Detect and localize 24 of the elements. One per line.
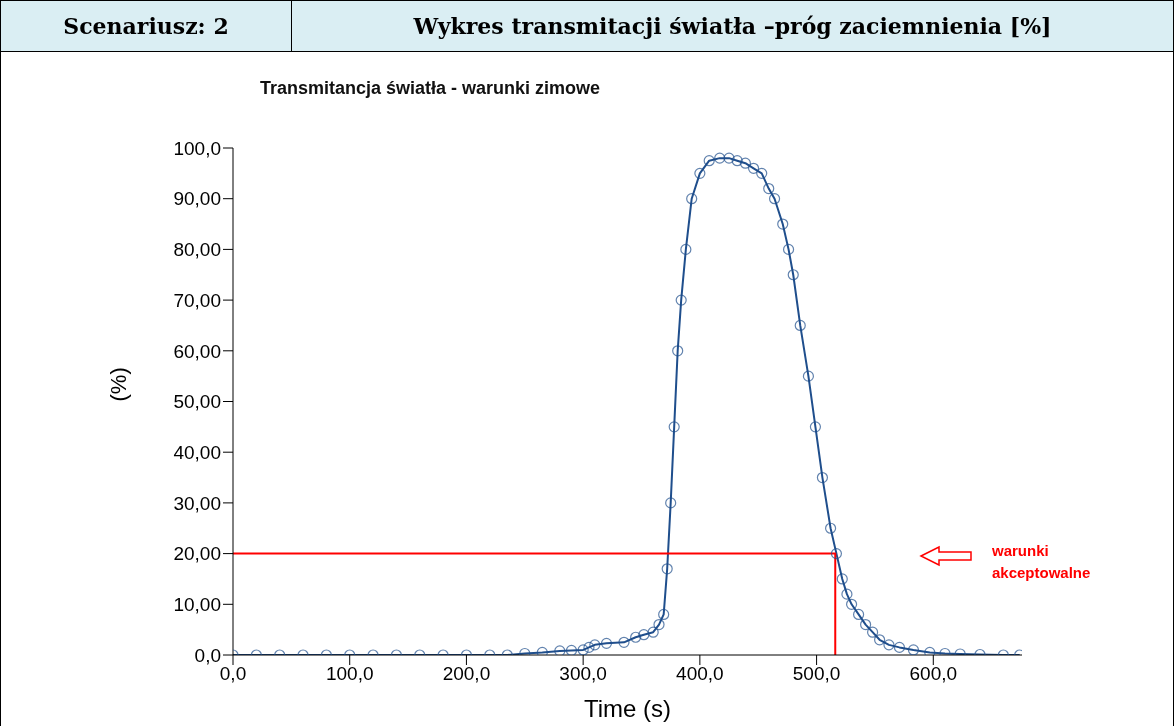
- y-axis-title: (%): [105, 367, 131, 402]
- y-tick-label: 0,0: [194, 644, 221, 666]
- y-tick-label: 60,00: [173, 340, 221, 362]
- y-tick-label: 10,00: [173, 594, 221, 616]
- y-tick-label: 30,00: [173, 492, 221, 514]
- text: Scenariusz: 2: [1, 1, 292, 51]
- chart-subtitle: Transmitancja światła - warunki zimowe: [260, 78, 601, 99]
- x-tick-label: 200,0: [442, 663, 491, 685]
- x-tick-label: 400,0: [676, 663, 724, 685]
- x-tick-label: 0,0: [219, 663, 247, 685]
- y-tick-label: 50,00: [173, 391, 221, 413]
- x-tick-label: 500,0: [792, 663, 841, 685]
- x-tick-label: 300,0: [559, 663, 607, 685]
- y-tick-label: 40,00: [173, 441, 221, 463]
- y-tick-label: 80,00: [173, 239, 221, 261]
- y-tick-label: 100,0: [173, 137, 221, 159]
- y-tick-label: 20,00: [173, 543, 221, 565]
- x-tick-label: 100,0: [325, 663, 374, 685]
- x-tick-label: 600,0: [909, 663, 958, 685]
- chart-title: Wykres transmitacji światła –próg zaciemnienia [%]: [412, 12, 1053, 41]
- annotation: warunki akceptowalne: [992, 541, 1092, 583]
- y-tick-label: 70,00: [173, 289, 221, 311]
- y-tick-label: 90,00: [173, 188, 221, 210]
- x-axis-title: Time (s): [583, 695, 672, 722]
